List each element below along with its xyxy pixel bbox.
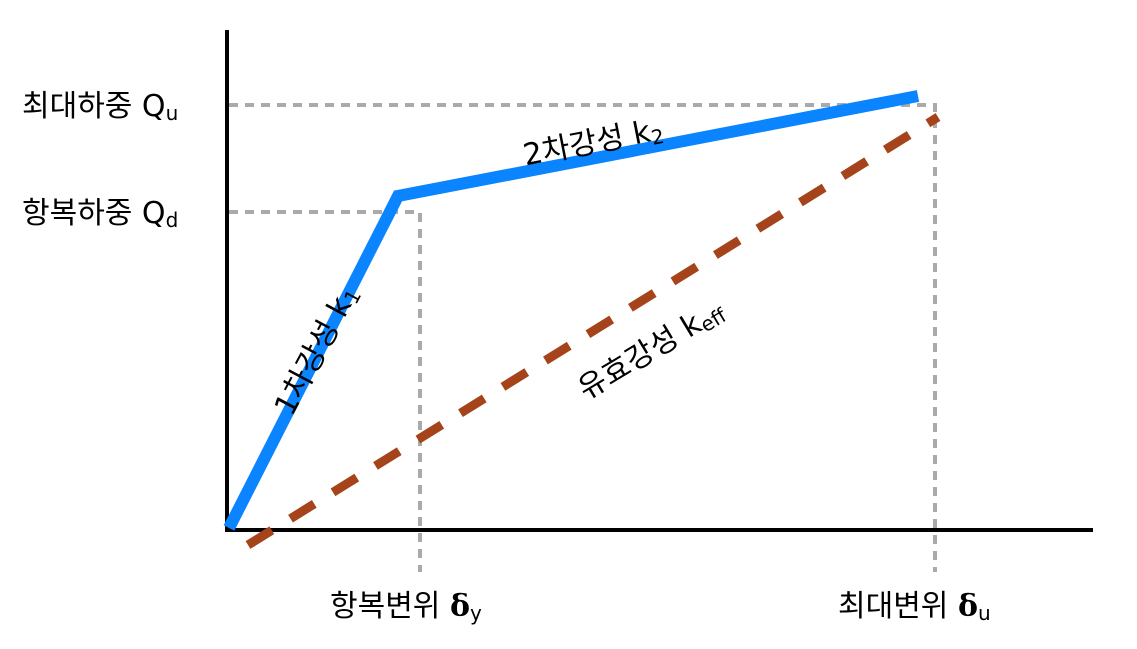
yield-load-guide [229, 210, 422, 572]
primary-stiffness-label: 1차강성 k1 [268, 280, 366, 422]
max-load-guide [229, 103, 937, 572]
yield-displacement-label: 항복변위 δy [330, 589, 482, 625]
yield-load-label: 항복하중 Qd [22, 196, 178, 232]
max-load-label: 최대하중 Qu [22, 89, 178, 125]
secondary-stiffness-label: 2차강성 k2 [520, 112, 666, 174]
max-displacement-label: 최대변위 δu [838, 589, 991, 625]
effective-stiffness-label: 유효강성 keff [572, 292, 732, 408]
bilinear-curve [223, 90, 920, 531]
effective-stiffness-line [245, 113, 941, 549]
